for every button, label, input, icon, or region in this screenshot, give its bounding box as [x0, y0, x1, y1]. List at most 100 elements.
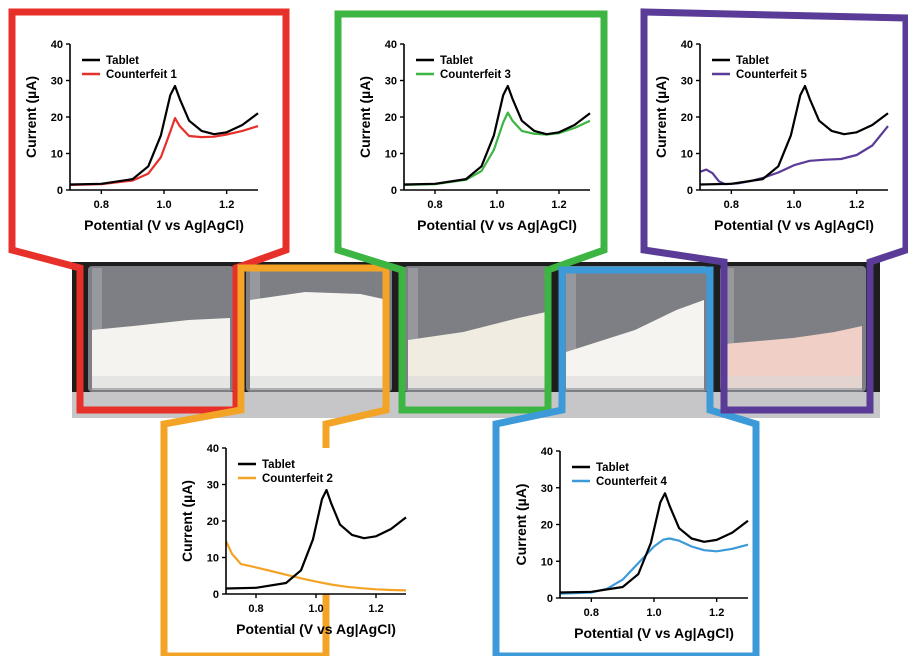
- x-tick-label: 0.8: [94, 199, 109, 211]
- plot-area: [560, 451, 748, 598]
- plot-area: [70, 44, 258, 190]
- series-line-tablet: [559, 492, 749, 594]
- x-tick-label: 1.2: [709, 607, 724, 619]
- series-line-tablet: [699, 84, 889, 186]
- vial-highlight: [566, 268, 576, 388]
- series-line-counterfeit-5: [699, 125, 889, 186]
- vial-highlight: [92, 268, 102, 388]
- x-tick-label: 1.0: [156, 199, 171, 211]
- legend-label: Tablet: [106, 55, 139, 67]
- y-tick-label: 0: [391, 185, 397, 197]
- y-tick-label: 20: [681, 112, 693, 124]
- legend-label: Counterfeit 4: [596, 476, 668, 488]
- y-tick-label: 30: [51, 76, 63, 88]
- x-tick-label: 1.0: [646, 607, 661, 619]
- y-axis-label: Current (µA): [179, 480, 195, 562]
- y-tick-label: 40: [681, 39, 693, 51]
- x-tick-label: 1.2: [368, 603, 383, 615]
- vial-counterfeit-1: [88, 266, 234, 392]
- vial-photo: [72, 262, 880, 418]
- legend-label: Tablet: [736, 55, 769, 67]
- chart-counterfeit-4: 0 10 20 30 40 0.8 1.0 1.2 Potential (V vs Ag|AgC…: [513, 446, 749, 641]
- y-tick-label: 10: [541, 556, 553, 568]
- vial-base: [408, 376, 546, 390]
- powder: [92, 318, 230, 388]
- vial-counterfeit-3: [404, 266, 550, 392]
- vial-base: [566, 376, 704, 390]
- series-line-tablet: [403, 84, 591, 186]
- series-line-tablet: [225, 488, 407, 590]
- y-tick-label: 40: [541, 446, 553, 458]
- y-tick-label: 0: [213, 589, 219, 601]
- y-axis-label: Current (µA): [513, 484, 529, 566]
- x-tick-label: 0.8: [427, 199, 442, 211]
- x-tick-label: 1.2: [849, 199, 864, 211]
- panels: 0 10 20 30 40 0.8 1.0 1.2 Potential (V vs Ag|AgC…: [23, 39, 889, 641]
- x-axis-label: Potential (V vs Ag|AgCl): [84, 217, 244, 233]
- y-tick-label: 20: [207, 516, 219, 528]
- frame-counterfeit-2: [160, 264, 390, 656]
- vial-counterfeit-2: [246, 266, 392, 392]
- vial-counterfeit-4: [562, 266, 708, 392]
- y-tick-label: 30: [681, 76, 693, 88]
- x-tick-label: 0.8: [724, 199, 739, 211]
- x-axis-label: Potential (V vs Ag|AgCl): [236, 621, 396, 637]
- x-tick-label: 1.0: [489, 199, 504, 211]
- vial-counterfeit-5: [720, 266, 866, 392]
- legend-label: Tablet: [440, 55, 473, 67]
- y-tick-label: 30: [541, 483, 553, 495]
- chart-counterfeit-3: 0 10 20 30 40 0.8 1.0 1.2 Potential (V vs Ag|AgC…: [357, 39, 591, 233]
- y-tick-label: 10: [51, 149, 63, 161]
- y-tick-label: 30: [385, 76, 397, 88]
- plot-area: [404, 44, 590, 190]
- x-tick-label: 1.2: [219, 199, 234, 211]
- y-tick-label: 30: [207, 480, 219, 492]
- y-tick-label: 10: [207, 553, 219, 565]
- series-line-counterfeit-2: [225, 540, 407, 592]
- x-tick-label: 0.8: [248, 603, 263, 615]
- series-line-tablet: [69, 84, 259, 186]
- series-line-counterfeit-1: [69, 117, 259, 186]
- legend-label: Counterfeit 1: [106, 69, 178, 81]
- y-tick-label: 10: [681, 149, 693, 161]
- y-tick-label: 20: [51, 112, 63, 124]
- vial-base: [92, 376, 230, 390]
- chart-counterfeit-5: 0 10 20 30 40 0.8 1.0 1.2 Potential (V vs Ag|AgC…: [653, 39, 889, 233]
- x-axis-label: Potential (V vs Ag|AgCl): [417, 217, 577, 233]
- legend-label: Tablet: [262, 459, 295, 471]
- y-tick-label: 40: [385, 39, 397, 51]
- legend-label: Counterfeit 3: [440, 69, 511, 81]
- y-axis-label: Current (µA): [23, 76, 39, 158]
- x-tick-label: 1.0: [786, 199, 801, 211]
- frame-counterfeit-5: [640, 8, 908, 414]
- y-tick-label: 0: [687, 185, 693, 197]
- x-tick-label: 1.2: [551, 199, 566, 211]
- vial-highlight: [724, 268, 734, 388]
- legend-label: Tablet: [596, 462, 629, 474]
- vial-base: [250, 376, 388, 390]
- frame-counterfeit-4: [492, 266, 760, 656]
- y-tick-label: 40: [207, 443, 219, 455]
- y-tick-label: 0: [547, 593, 553, 605]
- y-tick-label: 20: [385, 112, 397, 124]
- powder: [566, 300, 704, 388]
- series-line-counterfeit-4: [559, 537, 749, 595]
- photo-bench: [72, 392, 880, 418]
- y-tick-label: 10: [385, 149, 397, 161]
- y-tick-label: 0: [57, 185, 63, 197]
- powder: [724, 326, 862, 388]
- y-axis-label: Current (µA): [653, 76, 669, 158]
- chart-counterfeit-2: 0 10 20 30 40 0.8 1.0 1.2 Potential (V vs Ag|AgC…: [179, 443, 407, 637]
- x-tick-label: 0.8: [584, 607, 599, 619]
- x-axis-label: Potential (V vs Ag|AgCl): [574, 625, 734, 641]
- vial-highlight: [408, 268, 418, 388]
- powder: [250, 292, 388, 388]
- x-axis-label: Potential (V vs Ag|AgCl): [714, 217, 874, 233]
- x-tick-label: 1.0: [308, 603, 323, 615]
- powder: [408, 312, 546, 388]
- y-tick-label: 40: [51, 39, 63, 51]
- legend-label: Counterfeit 2: [262, 473, 333, 485]
- chart-counterfeit-1: 0 10 20 30 40 0.8 1.0 1.2 Potential (V vs Ag|AgC…: [23, 39, 259, 233]
- frames: [8, 8, 908, 656]
